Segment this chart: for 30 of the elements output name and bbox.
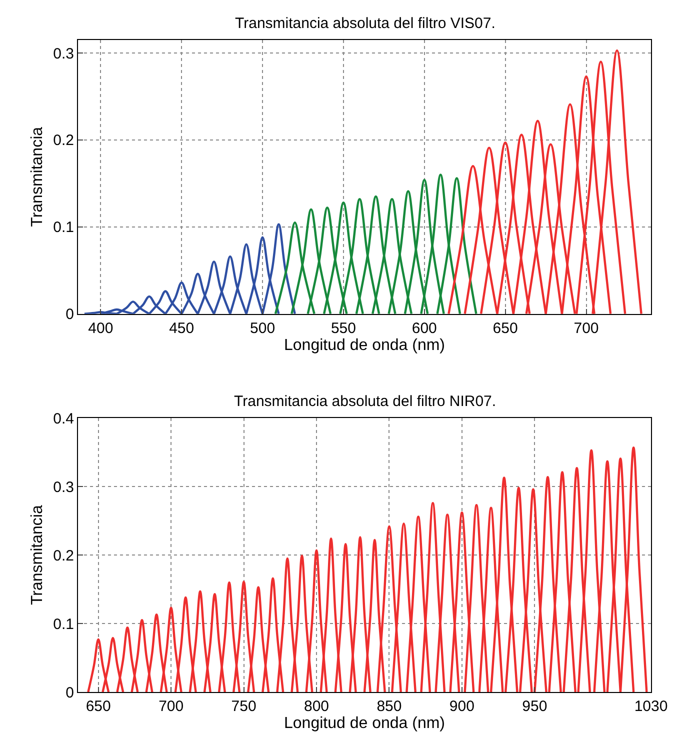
y-tick-label: 0 [66, 684, 74, 702]
y-axis-title: Transmitancia [29, 126, 46, 227]
y-tick-label: 0.2 [53, 547, 74, 564]
x-tick-label: 650 [492, 320, 518, 337]
x-tick-label: 550 [330, 320, 356, 337]
y-tick-label: 0.1 [53, 219, 74, 236]
x-tick-label: 450 [169, 320, 194, 337]
x-axis-title: Longitud de onda (nm) [284, 715, 445, 732]
x-tick-label: 850 [376, 698, 402, 715]
y-tick-label: 0.2 [53, 132, 74, 150]
x-tick-label: 700 [158, 698, 184, 715]
x-tick-label: 400 [88, 320, 114, 337]
y-tick-label: 0.4 [53, 410, 74, 428]
x-tick-label: 700 [574, 320, 599, 337]
y-tick-label: 0.3 [53, 478, 74, 496]
x-tick-label: 1030 [634, 698, 668, 715]
x-tick-label: 650 [86, 698, 111, 715]
chart-title: Transmitancia absoluta del filtro NIR07. [234, 393, 496, 410]
x-tick-label: 500 [250, 320, 276, 337]
y-tick-label: 0.3 [53, 45, 74, 62]
x-axis-title: Longitud de onda (nm) [284, 336, 445, 354]
y-tick-label: 0 [66, 306, 74, 324]
x-tick-label: 950 [522, 698, 548, 715]
y-axis-title: Transmitancia [29, 505, 46, 606]
chart-title: Transmitancia absoluta del filtro VIS07. [235, 15, 496, 32]
x-tick-label: 600 [412, 320, 437, 337]
y-tick-label: 0.1 [53, 616, 74, 633]
x-tick-label: 750 [231, 698, 256, 715]
x-tick-label: 900 [449, 698, 474, 715]
x-tick-label: 800 [304, 698, 330, 715]
